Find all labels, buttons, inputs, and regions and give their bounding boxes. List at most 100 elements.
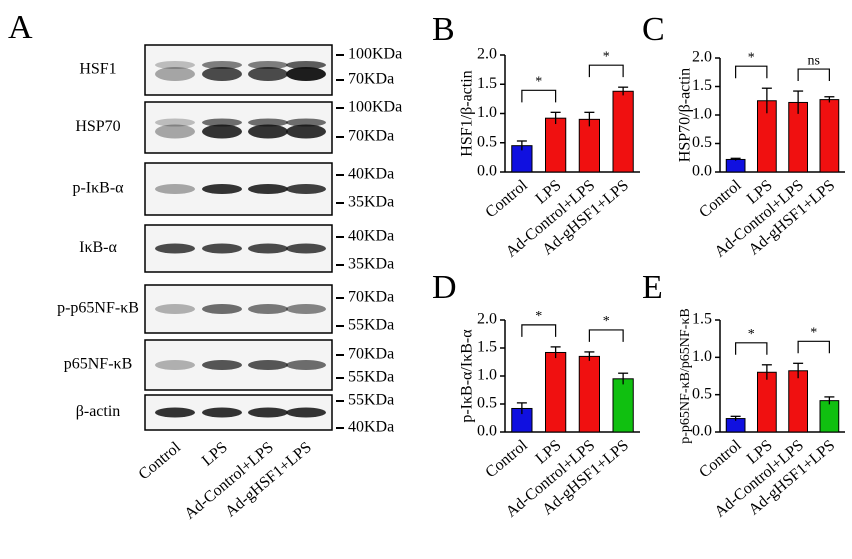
bar [725,158,746,173]
y-tick-label: 2.0 [477,311,497,328]
bar [578,355,600,433]
marker-label: 70KDa [348,128,394,145]
significance-bracket [588,64,624,78]
bar [757,371,777,433]
x-tick-label: Control [696,436,745,481]
bar [612,378,634,433]
y-tick-label: 2.0 [477,46,497,63]
panel-label: E [642,269,663,306]
blot-band [286,407,326,418]
y-tick-label: 1.0 [477,104,497,121]
y-tick-label: 1.5 [477,75,497,92]
marker-label: 40KDa [348,419,394,436]
blot-band [248,124,288,139]
marker-label: 70KDa [348,289,394,306]
blot-band [286,184,326,194]
significance-label: * [535,75,542,90]
significance-label: ns [808,53,820,68]
blot-band [286,67,326,81]
significance-label: * [535,309,542,324]
y-tick-label: 1.5 [477,339,497,356]
y-axis-label: p-p65NF-κB/p65NF-κB [678,308,693,443]
bar [545,351,567,433]
blot-band [155,184,195,194]
significance-label: * [748,327,755,342]
bar [612,90,634,173]
blot-band [248,304,288,314]
bar [788,370,808,433]
blot-band [286,124,326,139]
y-tick-label: 1.5 [692,311,712,328]
blot-band [286,360,326,370]
blot-band [286,304,326,314]
blot-band [155,407,195,418]
y-axis-label: p-IκB-α/IκB-α [459,329,476,423]
blot-band [248,184,288,194]
y-tick-label: 1.0 [692,106,712,123]
significance-bracket [735,342,768,355]
blot-band [155,360,195,370]
marker-label: 55KDa [348,369,394,386]
significance-bracket [797,68,830,82]
y-tick-label: 0.5 [692,134,712,151]
blot-band [248,407,288,418]
blot-band [202,184,242,194]
bar [545,117,567,173]
blot-band [202,124,242,139]
marker-label: 100KDa [348,46,402,63]
blot-row-label: p-IκB-α [72,180,124,197]
lane-label: Control [136,438,185,483]
blot-row-label: β-actin [76,403,121,420]
marker-label: 35KDa [348,194,394,211]
blot-band [202,243,242,254]
blot-band [248,61,288,69]
blot-band [286,243,326,254]
blot-row-label: HSP70 [75,118,120,135]
blot-band [155,118,195,127]
significance-label: * [603,49,610,64]
blot-row-label: IκB-α [79,239,117,256]
significance-label: * [748,50,755,65]
significance-bracket [797,340,830,354]
blot-band [202,61,242,69]
y-axis-label: HSP70/β-actin [677,68,694,162]
marker-label: 100KDa [348,99,402,116]
blot-band [248,243,288,254]
significance-bracket [521,89,557,103]
y-tick-label: 1.0 [477,367,497,384]
marker-label: 70KDa [348,71,394,88]
blot-band [202,304,242,314]
blot-band [202,67,242,81]
bar [819,400,840,433]
marker-label: 55KDa [348,392,394,409]
significance-label: * [810,326,817,341]
significance-bracket [588,329,624,342]
blot-row-label: HSF1 [79,61,116,78]
y-tick-label: 0.5 [477,395,497,412]
blot-band [248,118,288,127]
y-tick-label: 1.0 [692,348,712,365]
marker-label: 40KDa [348,166,394,183]
x-tick-label: Control [482,176,531,221]
significance-bracket [735,65,768,79]
x-tick-label: Control [482,436,531,481]
y-tick-label: 0.5 [477,133,497,150]
blot-row-label: p-p65NF-κB [57,300,139,317]
y-tick-label: 0.0 [692,423,712,440]
blot-band [155,304,195,314]
blot-band [248,360,288,370]
lane-label: LPS [199,439,231,470]
x-tick-label: Control [696,176,745,221]
blot-band [155,124,195,139]
blot-band [202,360,242,370]
marker-label: 40KDa [348,228,394,245]
panel-label: D [432,269,457,306]
blot-band [155,61,195,69]
panel-label: C [642,11,665,48]
marker-label: 55KDa [348,317,394,334]
blot-band [286,118,326,127]
blot-row-label: p65NF-κB [64,356,133,373]
bar [819,99,840,173]
